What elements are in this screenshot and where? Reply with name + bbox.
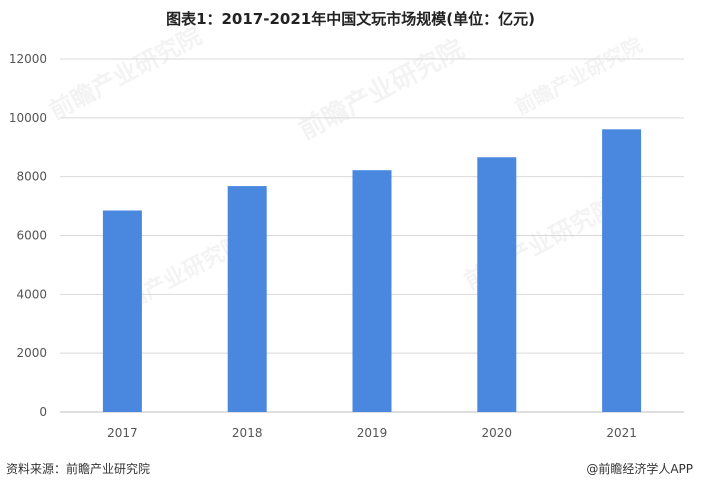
chart-title: 图表1：2017-2021年中国文玩市场规模(单位：亿元) (166, 10, 535, 28)
y-tick-label: 10000 (9, 111, 47, 125)
x-axis-ticks: 2017 2018 2019 2020 2021 (107, 426, 637, 440)
watermark-text: 前瞻产业研究院 (511, 32, 646, 119)
y-tick-label: 6000 (16, 229, 47, 243)
bar-2021 (602, 129, 642, 412)
x-tick-label: 2021 (606, 426, 637, 440)
y-tick-label: 2000 (16, 346, 47, 360)
credit-note: @前瞻经济学人APP (586, 462, 693, 476)
bar-2017 (102, 210, 142, 412)
y-axis-ticks: 0 2000 4000 6000 8000 10000 12000 (9, 52, 47, 419)
y-tick-label: 8000 (16, 170, 47, 184)
watermark-text: 前瞻产业研究院 (45, 22, 206, 126)
bar-2020 (477, 157, 517, 412)
x-tick-label: 2019 (357, 426, 388, 440)
bar-2018 (227, 186, 267, 412)
bars (102, 129, 642, 412)
x-tick-label: 2017 (107, 426, 138, 440)
bar-2019 (352, 170, 392, 412)
y-tick-label: 12000 (9, 52, 47, 66)
source-note: 资料来源：前瞻产业研究院 (6, 462, 151, 476)
watermark-text: 前瞻产业研究院 (294, 33, 469, 146)
x-tick-label: 2020 (482, 426, 513, 440)
y-tick-label: 0 (39, 405, 47, 419)
x-tick-label: 2018 (232, 426, 263, 440)
y-tick-label: 4000 (16, 287, 47, 301)
